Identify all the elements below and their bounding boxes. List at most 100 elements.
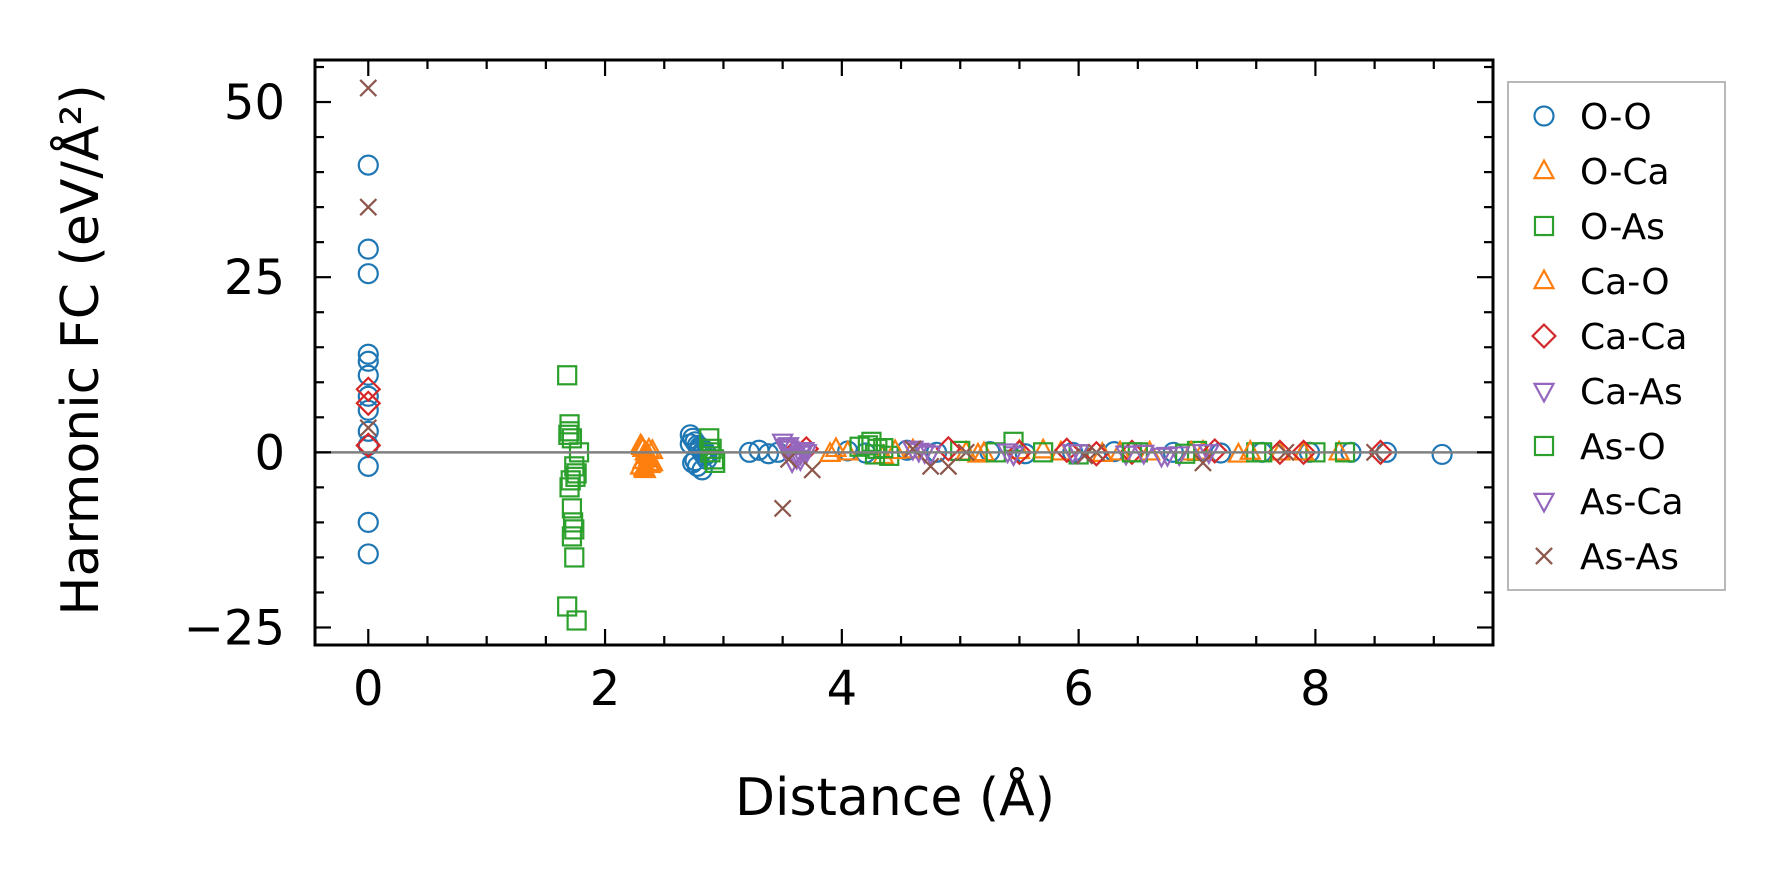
point-o-ca bbox=[1138, 439, 1162, 461]
legend-item-as-as: As-As bbox=[1535, 537, 1679, 578]
point-o-as bbox=[950, 440, 971, 462]
point-o-as bbox=[703, 449, 725, 470]
point-ca-as bbox=[1002, 446, 1025, 468]
legend-marker bbox=[1535, 547, 1553, 565]
point-ca-ca bbox=[935, 435, 962, 462]
point-ca-o bbox=[1108, 439, 1132, 461]
point-o-o bbox=[357, 434, 379, 456]
point-ca-as bbox=[913, 444, 937, 466]
point-ca-ca bbox=[1266, 439, 1293, 466]
legend: O-O O-Ca O-As Ca-O Ca-Ca Ca-As As-O As-Ca As-As bbox=[1507, 81, 1726, 591]
point-o-ca bbox=[836, 439, 860, 461]
legend-item-as-o: As-O bbox=[1533, 427, 1666, 468]
point-ca-o bbox=[632, 456, 656, 478]
point-as-o bbox=[558, 424, 579, 445]
point-ca-ca bbox=[1006, 439, 1033, 466]
point-ca-ca bbox=[355, 432, 382, 459]
point-as-o bbox=[560, 470, 581, 491]
point-ca-as bbox=[1114, 445, 1138, 467]
point-ca-ca bbox=[1201, 437, 1228, 464]
legend-label: O-O bbox=[1580, 97, 1652, 138]
point-as-as bbox=[359, 418, 378, 437]
point-o-as bbox=[557, 365, 578, 386]
legend-label: O-Ca bbox=[1580, 152, 1670, 193]
legend-item-o-ca: O-Ca bbox=[1532, 152, 1670, 193]
point-ca-o bbox=[1292, 439, 1315, 461]
legend-label: Ca-O bbox=[1580, 262, 1670, 303]
point-o-as bbox=[561, 526, 583, 547]
legend-marker bbox=[1532, 382, 1556, 404]
point-as-as bbox=[773, 499, 792, 518]
point-o-as bbox=[559, 477, 580, 498]
point-as-ca bbox=[1156, 446, 1179, 468]
point-o-o bbox=[357, 263, 379, 285]
legend-item-ca-ca: Ca-Ca bbox=[1531, 317, 1687, 358]
point-o-o bbox=[1431, 443, 1453, 466]
y-axis-label: Harmonic FC (eV/Å²) bbox=[49, 84, 111, 615]
point-o-ca bbox=[1191, 438, 1215, 460]
plot-frame bbox=[313, 58, 1495, 647]
legend-marker bbox=[1532, 268, 1556, 290]
legend-marker bbox=[1533, 105, 1555, 127]
axes bbox=[313, 58, 1495, 647]
point-o-as bbox=[564, 519, 585, 540]
point-o-o bbox=[357, 543, 379, 565]
point-as-as bbox=[939, 457, 958, 476]
x-tick-label: 2 bbox=[590, 661, 621, 717]
legend-label: Ca-As bbox=[1580, 372, 1683, 413]
legend-item-ca-as: Ca-As bbox=[1532, 372, 1683, 413]
x-tick-label: 6 bbox=[1063, 661, 1094, 717]
series-ca-o bbox=[630, 433, 1315, 478]
point-as-as bbox=[904, 439, 922, 458]
point-ca-o bbox=[1031, 437, 1055, 459]
legend-marker bbox=[1531, 323, 1557, 349]
legend-label: As-O bbox=[1580, 427, 1666, 468]
legend-item-ca-o: Ca-O bbox=[1532, 262, 1670, 303]
point-ca-ca bbox=[1118, 439, 1145, 466]
point-ca-o bbox=[637, 436, 661, 458]
legend-box bbox=[1507, 81, 1726, 591]
point-as-o bbox=[565, 466, 586, 487]
point-o-o bbox=[357, 364, 379, 386]
point-as-as bbox=[1194, 453, 1212, 472]
point-o-o bbox=[757, 443, 780, 465]
x-axis-label: Distance (Å) bbox=[735, 766, 1055, 828]
point-o-o bbox=[357, 350, 379, 372]
point-as-o bbox=[1175, 443, 1196, 464]
legend-marker bbox=[1533, 435, 1555, 457]
point-as-ca bbox=[1132, 444, 1156, 466]
legend-item-o-o: O-O bbox=[1533, 97, 1652, 138]
point-as-as bbox=[779, 450, 798, 469]
point-o-as bbox=[566, 463, 587, 484]
point-o-o bbox=[357, 238, 379, 260]
y-tick-label: 0 bbox=[254, 425, 285, 481]
point-ca-ca bbox=[1083, 440, 1110, 467]
series-o-o bbox=[357, 154, 1453, 565]
legend-label: As-As bbox=[1580, 537, 1679, 578]
point-as-as bbox=[359, 79, 378, 97]
x-tick-label: 4 bbox=[827, 661, 858, 717]
point-as-ca bbox=[785, 449, 809, 471]
ticks: 0 2 4 6 8 −25 0 25 50 bbox=[184, 60, 1495, 717]
point-as-o bbox=[873, 438, 894, 459]
point-as-ca bbox=[1191, 444, 1215, 466]
point-o-as bbox=[564, 456, 585, 477]
point-ca-as bbox=[1167, 446, 1191, 468]
point-as-o bbox=[562, 512, 584, 533]
point-ca-ca bbox=[1053, 437, 1080, 464]
legend-item-o-as: O-As bbox=[1533, 207, 1665, 248]
point-ca-o bbox=[1238, 438, 1262, 460]
point-o-o bbox=[357, 154, 379, 176]
y-tick-label: 50 bbox=[224, 75, 285, 131]
legend-label: Ca-Ca bbox=[1580, 317, 1687, 358]
point-as-ca bbox=[919, 445, 942, 467]
point-ca-o bbox=[883, 438, 907, 460]
point-o-as bbox=[564, 547, 585, 568]
legend-label: O-As bbox=[1580, 207, 1665, 248]
point-o-as bbox=[561, 498, 583, 519]
point-as-ca bbox=[1061, 444, 1085, 466]
point-o-o bbox=[357, 420, 379, 442]
point-ca-ca bbox=[1367, 439, 1394, 466]
point-as-ca bbox=[773, 438, 797, 460]
